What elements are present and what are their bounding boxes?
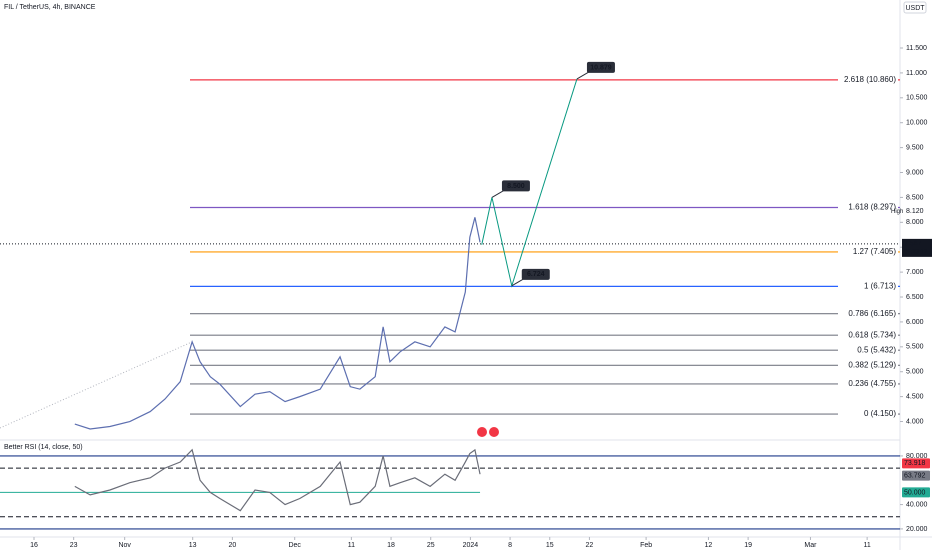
countdown: 01:33:12 — [904, 249, 928, 255]
fib-label: 0.618 (5.734) — [848, 330, 896, 339]
y-tick-label: 7.000 — [906, 269, 924, 276]
y-tick-label: 4.000 — [906, 418, 924, 425]
fib-label-bg — [838, 281, 898, 292]
x-tick-label: 16 — [30, 542, 38, 549]
x-tick-label: Nov — [118, 542, 131, 549]
y-tick-label: 8.500 — [906, 194, 924, 201]
fib-label-bg — [838, 202, 898, 213]
event-icon[interactable] — [489, 427, 499, 437]
fib-label: 0.382 (5.129) — [848, 360, 896, 369]
y-tick-label: 11.000 — [906, 70, 927, 77]
x-tick-label: 2024 — [463, 542, 479, 549]
x-tick-label: Feb — [640, 542, 652, 549]
currency-box[interactable] — [903, 1, 927, 14]
y-tick-label: 20.000 — [906, 526, 928, 533]
projection-line — [481, 78, 578, 288]
fib-label: 0.5 (5.432) — [857, 345, 896, 354]
x-tick-label: 11 — [348, 542, 355, 549]
fib-label-bg — [838, 409, 898, 420]
fib-label-bg — [838, 74, 898, 85]
projection-callout — [586, 61, 615, 73]
x-tick-label: 12 — [705, 542, 713, 549]
x-tick-label: 23 — [70, 542, 78, 549]
x-tick-label: 25 — [427, 542, 435, 549]
x-tick-label: 22 — [586, 542, 594, 549]
last-price: 7.567 — [904, 241, 922, 248]
price-tag — [902, 470, 930, 481]
price-tag — [902, 458, 930, 469]
indicator-title: Better RSI (14, close, 50) — [4, 444, 83, 451]
fib-label: 2.618 (10.860) — [844, 75, 896, 84]
y-tick-label: 40.000 — [906, 501, 928, 508]
y-tick-label: 5.000 — [906, 369, 924, 376]
fib-label: 0.236 (4.755) — [848, 379, 896, 388]
y-tick-label: 11.500 — [906, 45, 927, 52]
last-price-box — [902, 238, 932, 257]
callout-pointer — [511, 278, 525, 287]
currency: USDT — [905, 5, 925, 12]
y-tick-label: 80.000 — [906, 453, 928, 460]
projection-callout — [501, 180, 530, 192]
x-tick-label: 19 — [744, 542, 752, 549]
x-tick-label: 13 — [189, 542, 197, 549]
x-tick-label: 8 — [508, 542, 512, 549]
fib-label-bg — [838, 246, 898, 257]
fib-label-bg — [838, 330, 898, 341]
price-tag-label: 73.918 — [904, 460, 926, 467]
callout-pointer — [576, 71, 590, 80]
fib-label-bg — [838, 378, 898, 389]
high-label: High — [891, 209, 903, 215]
y-tick-label: 6.000 — [906, 319, 924, 326]
fib-label: 1 (6.713) — [864, 282, 896, 291]
fib-label: 0.786 (6.165) — [848, 309, 896, 318]
price-tag-label: 63.792 — [904, 473, 926, 480]
event-icon[interactable] — [477, 427, 487, 437]
fib-label: 0 (4.150) — [864, 409, 896, 418]
y-tick-label: 9.000 — [906, 169, 924, 176]
price-line — [74, 448, 481, 512]
price-line — [74, 217, 481, 430]
projection-label: 8.500 — [507, 183, 525, 190]
x-tick-label: Mar — [804, 542, 817, 549]
x-tick-label: 11 — [863, 542, 870, 549]
y-tick-label: 9.500 — [906, 144, 924, 151]
fib-label: 1.27 (7.405) — [853, 247, 896, 256]
price-tag-label: 50.000 — [904, 489, 926, 496]
chart-title: FIL / TetherUS, 4h, BINANCE — [4, 4, 96, 11]
y-tick-label: 10.500 — [906, 95, 928, 102]
x-tick-label: 15 — [546, 542, 554, 549]
fib-label: 1.618 (8.297) — [848, 203, 896, 212]
x-tick-label: 20 — [228, 542, 236, 549]
price-tag — [902, 487, 930, 498]
projection-callout — [521, 268, 550, 280]
projection-label: 6.724 — [527, 271, 545, 278]
fib-label-bg — [838, 308, 898, 319]
y-tick-label: 6.500 — [906, 294, 924, 301]
x-tick-label: 18 — [387, 542, 395, 549]
projection-label: 10.879 — [590, 64, 612, 71]
trend-line — [0, 341, 193, 429]
y-tick-label: 4.500 — [906, 393, 924, 400]
fib-label-bg — [838, 360, 898, 371]
fib-label-bg — [838, 345, 898, 356]
high-value: 8.120 — [906, 208, 924, 215]
y-tick-label: 8.000 — [906, 219, 924, 226]
y-tick-label: 10.000 — [906, 120, 928, 127]
callout-pointer — [491, 189, 505, 198]
y-tick-label: 5.500 — [906, 344, 924, 351]
x-tick-label: Dec — [288, 542, 301, 549]
